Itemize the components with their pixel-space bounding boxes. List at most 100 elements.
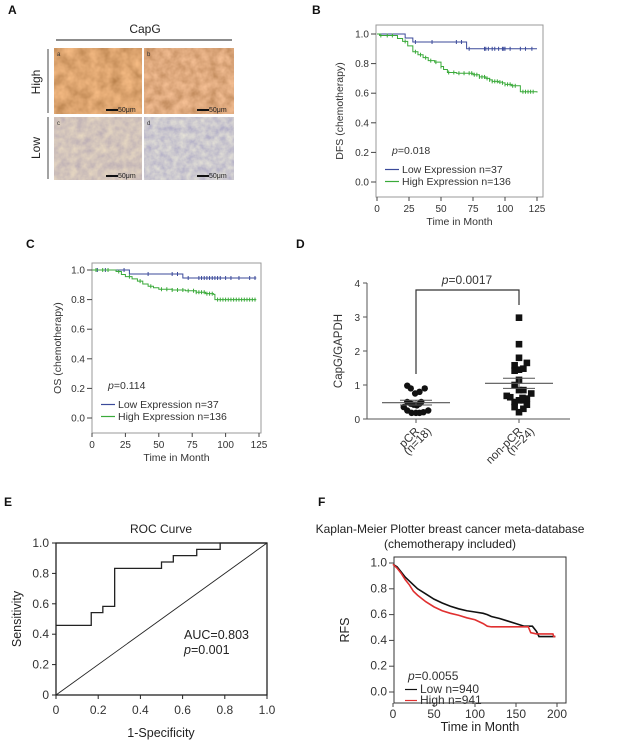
data-point-pcr xyxy=(421,385,428,392)
y-tick-label: 0.2 xyxy=(32,658,49,672)
data-point-non-pcr xyxy=(515,397,523,404)
ihc-image-a-tag: a xyxy=(57,52,61,58)
y-tick-label: 0.4 xyxy=(71,354,85,365)
data-point-non-pcr xyxy=(515,386,523,394)
scale-bar-c-label: 50μm xyxy=(118,173,136,180)
x-tick-label: 125 xyxy=(251,440,268,451)
y-tick-label: 1.0 xyxy=(32,536,49,550)
panel-letter-b: B xyxy=(312,3,321,17)
data-point-non-pcr xyxy=(523,359,531,367)
x-tick-label: 0 xyxy=(89,440,95,451)
survival-curve-high xyxy=(377,33,538,93)
p-value-annotation: p=0.0055 xyxy=(407,669,459,683)
chart-title: ROC Curve xyxy=(130,522,192,536)
x-tick-label: 0 xyxy=(390,707,397,721)
data-point-non-pcr xyxy=(511,403,518,411)
ihc-image-c-tag: c xyxy=(57,121,60,127)
y-tick-label: 3 xyxy=(354,313,360,324)
x-tick-label: 0.2 xyxy=(90,703,107,717)
x-tick-label: 50 xyxy=(153,440,165,451)
x-tick-label: 0 xyxy=(374,204,380,215)
data-point-non-pcr xyxy=(511,367,518,375)
data-point-non-pcr xyxy=(511,361,518,369)
x-tick-label: 200 xyxy=(547,707,567,721)
y-tick-label: 4 xyxy=(354,279,360,290)
x-tick-label: 0.4 xyxy=(132,703,149,717)
y-tick-label: 0.0 xyxy=(71,414,85,425)
y-tick-label: 0.8 xyxy=(370,581,387,595)
data-point-pcr xyxy=(408,409,415,417)
data-point-non-pcr xyxy=(515,314,523,321)
p-value-annotation: p=0.018 xyxy=(391,145,430,157)
x-axis-label: 1-Specificity xyxy=(127,726,195,740)
y-tick-label: 0 xyxy=(354,415,360,426)
panel-letter-e: E xyxy=(4,495,12,509)
row-label-low: Low xyxy=(29,137,43,159)
x-tick-label: 0.8 xyxy=(216,703,233,717)
ihc-image-d-tag: d xyxy=(147,121,150,127)
survival-curve-high xyxy=(92,269,257,301)
ihc-image-d-texture xyxy=(144,117,234,180)
panel-letter-c: C xyxy=(26,237,35,251)
ihc-image-a-texture xyxy=(54,48,142,114)
panel-a: A CapG High Low a 50μm b 50μm c 50μm d xyxy=(8,3,234,180)
p-value-annotation: p=0.001 xyxy=(183,643,230,657)
y-tick-label: 0.8 xyxy=(32,566,49,580)
ihc-image-a: a 50μm xyxy=(54,48,142,114)
roc-curve xyxy=(56,542,267,627)
survival-curve-low xyxy=(377,33,537,50)
x-tick-label: 150 xyxy=(506,707,526,721)
y-tick-label: 0.8 xyxy=(71,295,85,306)
scale-bar-a-label: 50μm xyxy=(118,107,136,114)
legend-label-high: High Expression n=136 xyxy=(118,411,227,423)
data-point-pcr xyxy=(425,407,432,414)
x-tick-label: 100 xyxy=(465,707,485,721)
y-axis-label: RFS xyxy=(338,618,352,643)
x-tick-label: 100 xyxy=(497,204,514,215)
data-point-non-pcr xyxy=(506,393,514,401)
auc-annotation: AUC=0.803 xyxy=(184,628,249,642)
y-axis-label: CapG/GAPDH xyxy=(333,314,345,388)
data-point-non-pcr xyxy=(515,408,523,416)
x-tick-label: 50 xyxy=(435,204,447,215)
y-tick-label: 1.0 xyxy=(355,30,369,41)
plot-frame-e xyxy=(55,542,268,696)
x-axis-label: Time in Month xyxy=(441,720,520,734)
data-point-pcr xyxy=(411,390,419,397)
panel-a-title: CapG xyxy=(129,22,160,36)
chart-title: Kaplan-Meier Plotter breast cancer meta-… xyxy=(316,522,585,536)
y-tick-label: 0.2 xyxy=(370,659,387,673)
legend-label-low: Low Expression n=37 xyxy=(402,164,503,176)
ihc-image-c: c 50μm xyxy=(54,117,142,180)
x-tick-label: 125 xyxy=(529,204,546,215)
legend-label-low: Low Expression n=37 xyxy=(118,399,219,411)
x-tick-label: 50 xyxy=(427,707,441,721)
data-point-pcr xyxy=(407,385,414,392)
y-tick-label: 2 xyxy=(354,347,360,358)
data-point-non-pcr xyxy=(515,340,523,348)
data-point-non-pcr xyxy=(519,394,526,402)
x-tick-label: 25 xyxy=(403,204,415,215)
scale-bar-d-label: 50μm xyxy=(209,173,227,180)
row-label-high: High xyxy=(29,70,43,95)
x-axis-label: Time in Month xyxy=(426,216,492,228)
y-tick-label: 0.0 xyxy=(355,178,369,189)
legend-label-high: High n=941 xyxy=(420,693,482,707)
data-point-non-pcr xyxy=(503,392,511,400)
panel-e: E ROC Curve 0 0.2 0.4 0.6 0.8 1.0 0 0.2 0.4 0.6 0.8… xyxy=(4,495,276,740)
data-point-non-pcr xyxy=(520,365,527,372)
reference-diagonal xyxy=(55,542,268,696)
y-tick-label: 1 xyxy=(354,381,360,392)
data-point-pcr xyxy=(420,409,427,416)
y-axis-label: Sensitivity xyxy=(10,590,24,647)
survival-curve-low xyxy=(92,269,257,279)
survival-curve-low xyxy=(392,563,556,638)
legend-label-high: High Expression n=136 xyxy=(402,176,511,188)
y-tick-label: 0 xyxy=(42,688,49,702)
y-tick-label: 0.2 xyxy=(355,148,369,159)
data-point-non-pcr xyxy=(520,386,527,394)
data-point-non-pcr xyxy=(520,405,527,413)
data-point-non-pcr xyxy=(527,390,535,397)
data-point-non-pcr xyxy=(523,395,531,402)
data-point-non-pcr xyxy=(515,354,523,362)
